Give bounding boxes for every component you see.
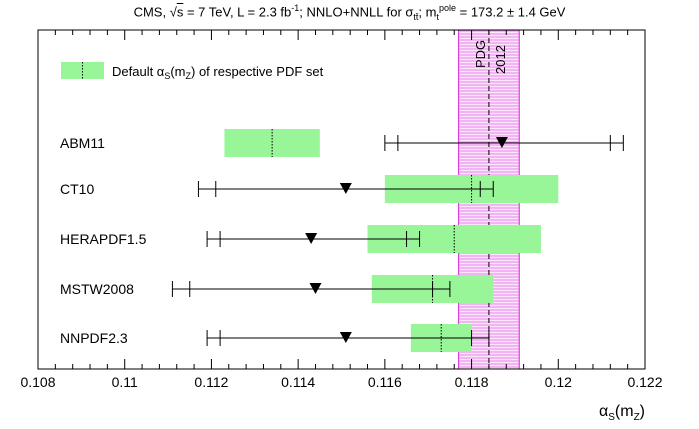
x-tick-label: 0.122 — [627, 374, 662, 390]
error-bars-layer — [171, 135, 624, 346]
legend-text: Default α — [112, 64, 165, 79]
row-label-nnpdf2-3: NNPDF2.3 — [60, 330, 128, 346]
chart-title: CMS, √s = 7 TeV, L = 2.3 fb-1; NNLO+NNLL… — [0, 3, 699, 22]
x-axis-label-alpha: α — [599, 403, 608, 420]
legend-text-sub: S — [164, 71, 170, 81]
legend-swatch — [61, 62, 104, 79]
marker-nnpdf2-3 — [339, 332, 352, 343]
title-method: ; NNLO+NNLL for σ — [299, 4, 414, 20]
x-tick-label: 0.114 — [281, 374, 315, 390]
x-axis-label-arg: (m — [615, 403, 634, 420]
marker-abm11 — [495, 137, 508, 148]
x-axis-label: αS(mZ) — [599, 403, 645, 423]
title-energy-lumi: = 7 TeV, L = 2.3 fb — [183, 4, 292, 20]
plot-frame — [37, 29, 646, 370]
row-label-abm11: ABM11 — [60, 135, 105, 151]
title-sqrt-s: s — [176, 4, 184, 20]
legend-text-after: (m — [170, 64, 185, 79]
labels-layer: ABM11 CT10 HERAPDF1.5 MSTW2008 NNPDF2.3 0.108… — [20, 135, 662, 423]
row-label-herapdf1-5: HERAPDF1.5 — [60, 231, 147, 247]
marker-herapdf1-5 — [305, 233, 318, 244]
row-label-ct10: CT10 — [60, 181, 94, 197]
title-mt-superscript: pole — [439, 3, 457, 13]
legend-label: Default αS(mZ) of respective PDF set — [112, 64, 324, 81]
x-axis-label-sub: S — [608, 412, 615, 423]
title-mt-prefix: ; m — [418, 4, 437, 20]
sqrt-symbol: √ — [169, 4, 177, 20]
x-tick-label: 0.118 — [455, 374, 489, 390]
x-tick-label: 0.12 — [545, 374, 572, 390]
legend-text-after-sub: Z — [186, 71, 192, 81]
x-tick-label: 0.116 — [368, 374, 402, 390]
x-tick-label: 0.11 — [112, 374, 138, 390]
title-sigma-subscript: tt̄ — [413, 11, 419, 22]
marker-mstw2008 — [309, 283, 322, 294]
default-box-abm11 — [224, 129, 320, 157]
legend-layer: Default αS(mZ) of respective PDF set — [61, 62, 324, 81]
marker-ct10 — [339, 183, 352, 194]
pdg-year-label: 2012 — [493, 45, 508, 74]
x-tick-label: 0.108 — [20, 374, 55, 390]
row-label-mstw2008: MSTW2008 — [60, 281, 134, 297]
title-lead: CMS, — [133, 4, 167, 20]
title-mt-value: = 173.2 ± 1.4 GeV — [456, 4, 566, 20]
title-mt-subscript: t — [436, 11, 439, 22]
x-tick-label: 0.112 — [194, 374, 228, 390]
legend-text-end: ) of respective PDF set — [191, 64, 324, 79]
frame-layer — [37, 29, 646, 370]
pdg-label: PDG — [473, 40, 488, 68]
title-lumi-exponent: -1 — [291, 3, 300, 13]
x-axis-label-close: ) — [640, 403, 645, 420]
x-axis-label-arg-sub: Z — [634, 412, 640, 423]
